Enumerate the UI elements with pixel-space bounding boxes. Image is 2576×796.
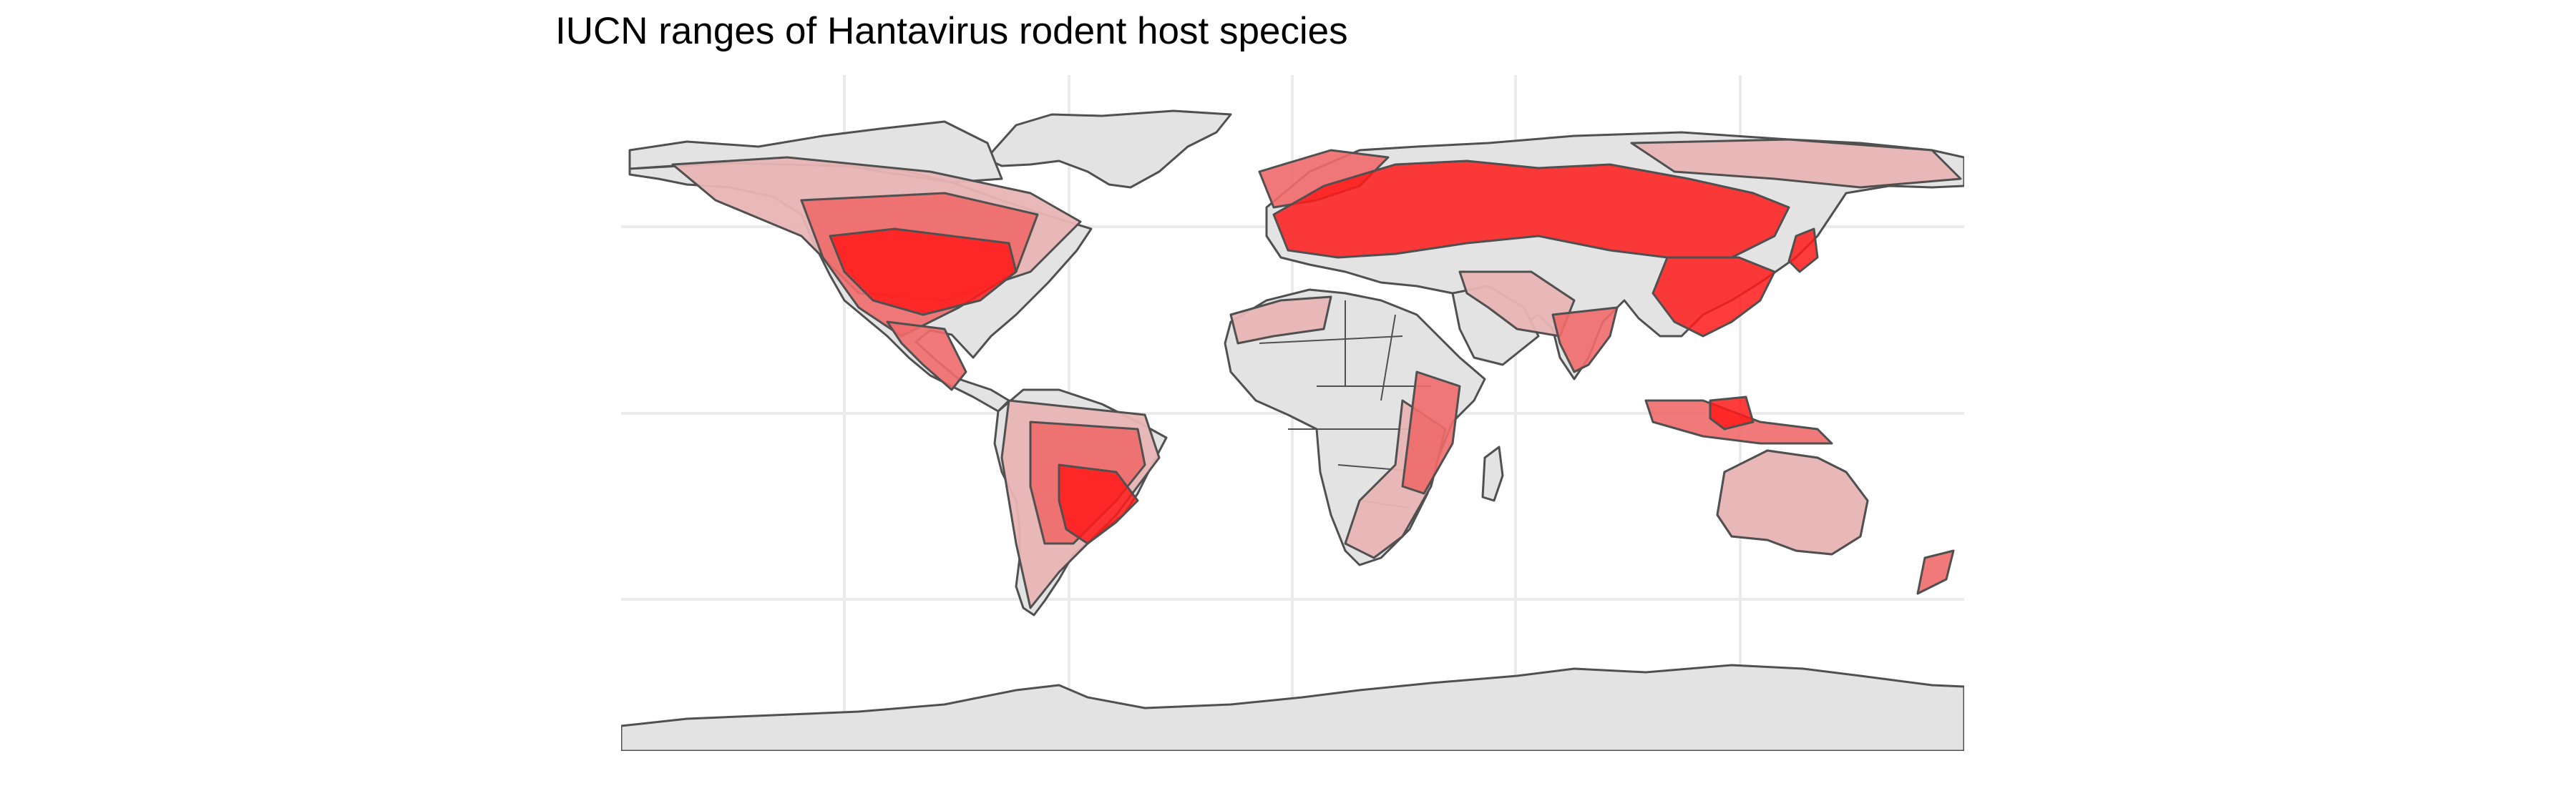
range-japan-dense	[1787, 227, 1819, 273]
country-borders	[1259, 300, 1438, 508]
range-mexico-mid	[886, 320, 967, 391]
range-india-mid	[1551, 306, 1619, 373]
range-africa-east-mid	[1401, 370, 1461, 495]
range-borneo-dense	[1709, 395, 1755, 431]
land-antarctica	[621, 664, 1964, 751]
range-europe-dense	[1272, 159, 1790, 259]
range-brazil-dense	[1058, 463, 1139, 545]
range-new-zealand-mid	[1916, 549, 1955, 595]
range-east-asia-dense	[1652, 256, 1776, 338]
land-greenland	[985, 109, 1232, 189]
rodent-ranges-dense	[829, 159, 1819, 545]
land-madagascar	[1481, 446, 1504, 502]
range-middle-east-light	[1458, 270, 1576, 338]
range-australia-light	[1716, 449, 1869, 556]
range-siberia-light	[1630, 138, 1962, 189]
map-title: IUCN ranges of Hantavirus rodent host sp…	[555, 10, 1348, 52]
range-usa-dense	[829, 227, 1018, 316]
range-north-africa-light	[1229, 295, 1332, 345]
